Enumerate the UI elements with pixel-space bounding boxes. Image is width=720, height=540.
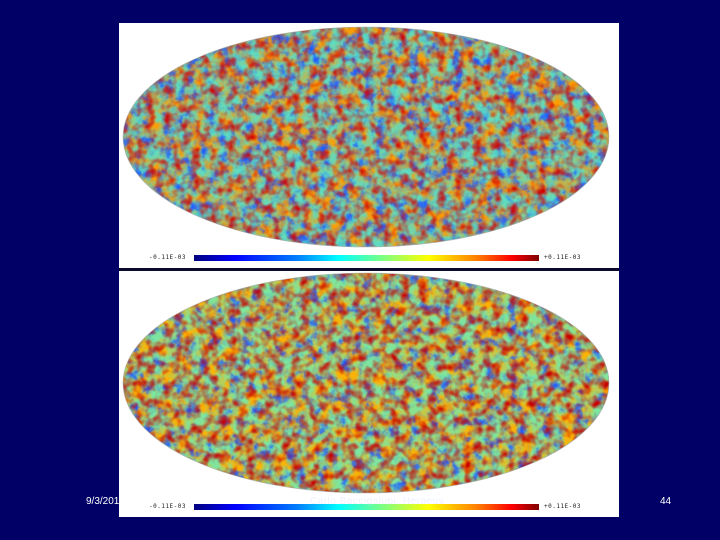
panel-divider bbox=[119, 268, 619, 271]
sky-maps-figure: -0.11E-03 +0.11E-03 bbox=[119, 23, 619, 517]
bottom-colorbar-max-label: +0.11E-03 bbox=[544, 503, 582, 510]
bottom-colorbar-min-label: -0.11E-03 bbox=[149, 503, 187, 510]
top-colorbar-gradient bbox=[194, 255, 539, 261]
top-colorbar: -0.11E-03 +0.11E-03 bbox=[119, 253, 619, 267]
top-sky-map bbox=[122, 26, 610, 248]
top-colorbar-max-label: +0.11E-03 bbox=[544, 254, 582, 261]
top-map-panel: -0.11E-03 +0.11E-03 bbox=[119, 23, 619, 268]
footer-date: 9/3/2010 bbox=[86, 496, 125, 507]
top-colorbar-min-label: -0.11E-03 bbox=[149, 254, 187, 261]
footer-author-text: Carlo Baccigalupi, Heraeus bbox=[310, 496, 445, 507]
bottom-map-panel: -0.11E-03 +0.11E-03 bbox=[119, 271, 619, 517]
bottom-colorbar-gradient bbox=[194, 504, 539, 510]
bottom-colorbar: -0.11E-03 +0.11E-03 bbox=[119, 502, 619, 516]
bottom-sky-map bbox=[122, 272, 610, 494]
page-number: 44 bbox=[660, 496, 672, 507]
